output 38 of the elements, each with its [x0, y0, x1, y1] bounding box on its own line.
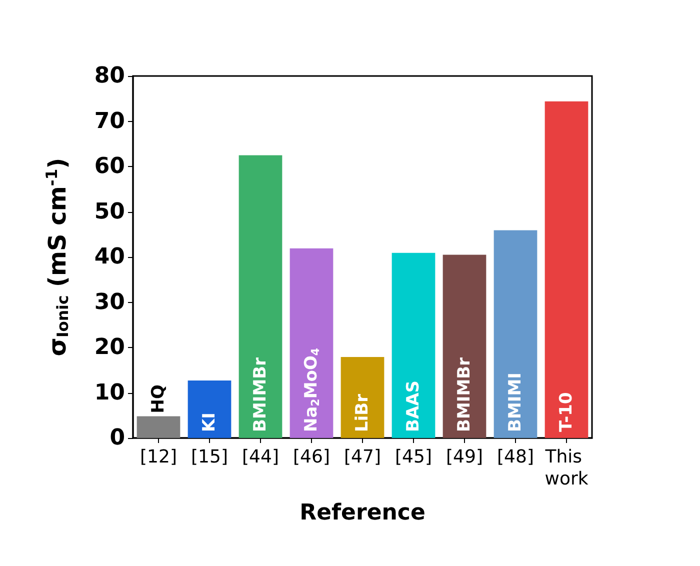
x-tick-label: [15]	[191, 446, 228, 468]
bar	[340, 357, 384, 438]
annotation: BMIMBr	[454, 356, 474, 432]
x-tick-label: This work	[544, 446, 589, 490]
x-tick-label: [44]	[242, 446, 279, 468]
annotation: LiBr	[352, 393, 372, 432]
annotation: Na2MoO4	[302, 348, 322, 432]
annotation: BMIMBr	[250, 356, 270, 432]
x-tick-label: [46]	[293, 446, 330, 468]
bar	[544, 101, 588, 438]
x-tick-label: [12]	[140, 446, 177, 468]
y-tick-label: 30	[94, 290, 125, 315]
y-tick-label: 60	[94, 154, 125, 179]
x-axis-title: Reference	[300, 500, 426, 526]
bar	[392, 252, 436, 438]
bar	[494, 230, 538, 438]
bar	[136, 416, 180, 438]
y-axis-title: σIonic (mS cm-1)	[43, 158, 72, 356]
y-tick-label: 70	[94, 108, 125, 134]
y-tick-label: 0	[110, 426, 125, 450]
bar	[442, 254, 486, 438]
annotation: T-10	[556, 392, 576, 432]
annotation: BAAS	[404, 380, 424, 432]
x-tick-label: [49]	[446, 446, 483, 468]
bar	[188, 380, 232, 438]
bar	[238, 155, 282, 438]
y-tick-label: 10	[94, 380, 125, 406]
y-tick-label: 20	[94, 335, 125, 360]
annotation: HQ	[148, 384, 168, 414]
y-tick-label: 40	[94, 244, 125, 270]
annotation: BMIMI	[506, 372, 526, 432]
y-tick-label: 80	[94, 64, 125, 88]
x-tick-label: [45]	[395, 446, 432, 468]
bar	[290, 248, 334, 438]
x-tick-label: [47]	[344, 446, 381, 468]
x-tick-label: [48]	[497, 446, 534, 468]
y-tick-label: 50	[94, 199, 125, 224]
annotation: KI	[200, 412, 220, 432]
